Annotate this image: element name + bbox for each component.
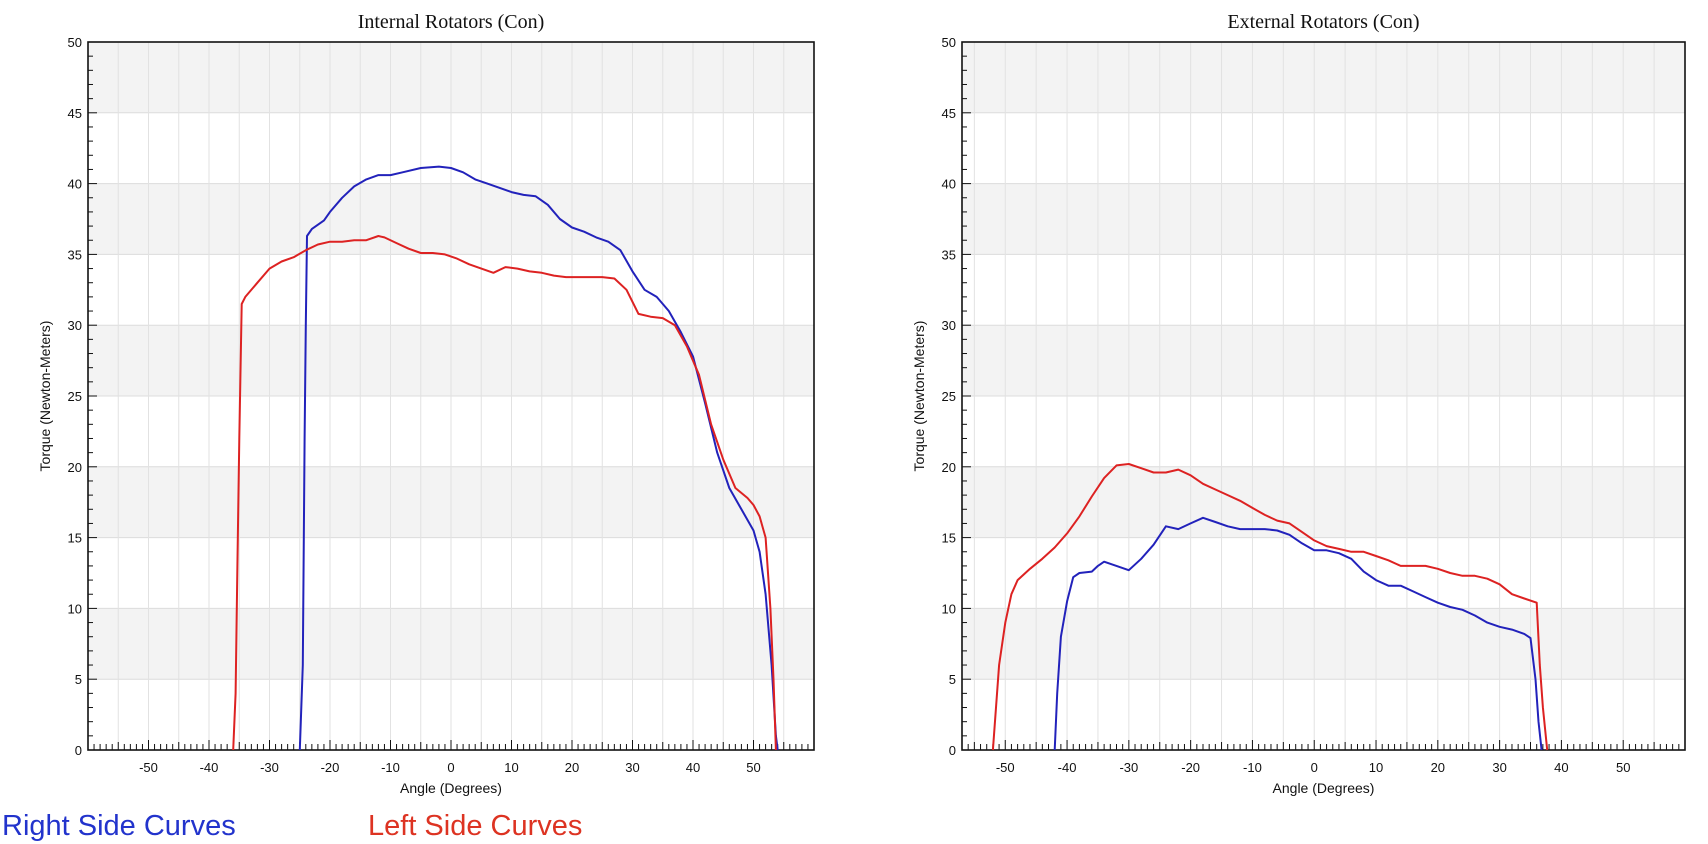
x-tick-label: -20 [1181, 760, 1200, 775]
y-axis-label: Torque (Newton-Meters) [37, 321, 53, 472]
x-tick-label: 20 [1431, 760, 1445, 775]
series-line-right-side-curves [1053, 516, 1543, 751]
x-tick-label: 10 [504, 760, 518, 775]
y-tick-label: 0 [949, 743, 956, 758]
y-tick-label: 10 [942, 601, 956, 616]
y-tick-label: 25 [942, 389, 956, 404]
legend-right-side-curves: Right Side Curves [2, 810, 236, 842]
x-axis-label: Angle (Degrees) [1273, 780, 1375, 796]
chart-title: External Rotators (Con) [1227, 11, 1419, 33]
x-tick-label: 0 [447, 760, 454, 775]
plot-band [962, 466, 1685, 538]
x-tick-label: 50 [1616, 760, 1630, 775]
x-tick-label: 20 [565, 760, 579, 775]
internal-rotators-chart: -50 -40 -30 -20 -10 0 10 20 30 40 50 0 5 10 15 20 25 30 35… [37, 11, 815, 796]
y-tick-label: 0 [75, 743, 82, 758]
y-tick-label: 20 [942, 460, 956, 475]
external-rotators-chart: -50 -40 -30 -20 -10 0 10 20 30 40 50 0 5 10 15 20 25 30 35… [911, 11, 1686, 796]
x-tick-label: -10 [1243, 760, 1262, 775]
x-tick-label: -50 [996, 760, 1015, 775]
chart-title: Internal Rotators (Con) [358, 11, 545, 33]
y-axis-label: Torque (Newton-Meters) [911, 321, 927, 472]
plot-band [962, 608, 1685, 680]
x-tick-label: 0 [1311, 760, 1318, 775]
y-tick-label: 35 [942, 247, 956, 262]
plot-band [962, 183, 1685, 255]
x-tick-label: 50 [746, 760, 760, 775]
y-tick-label: 10 [68, 601, 82, 616]
x-tick-label: -40 [1058, 760, 1077, 775]
y-tick-label: 45 [942, 106, 956, 121]
x-tick-label: 10 [1369, 760, 1383, 775]
x-tick-label: -40 [200, 760, 219, 775]
x-tick-label: 30 [1492, 760, 1506, 775]
x-axis-label: Angle (Degrees) [400, 780, 502, 796]
y-tick-label: 50 [68, 35, 82, 50]
y-tick-label: 5 [75, 672, 82, 687]
y-tick-label: 45 [68, 106, 82, 121]
plot-band [962, 325, 1685, 396]
legend-left-side-curves: Left Side Curves [368, 810, 583, 842]
y-tick-label: 30 [68, 318, 82, 333]
x-tick-label: -50 [139, 760, 158, 775]
series-line-right-side-curves [298, 165, 779, 751]
series-line-left-side-curves [991, 463, 1549, 751]
x-tick-label: -30 [260, 760, 279, 775]
plot-band [962, 42, 1685, 113]
x-tick-label: 30 [625, 760, 639, 775]
y-tick-label: 40 [942, 177, 956, 192]
y-tick-label: 50 [942, 35, 956, 50]
y-tick-label: 20 [68, 460, 82, 475]
y-tick-label: 30 [942, 318, 956, 333]
x-tick-label: 40 [686, 760, 700, 775]
y-tick-label: 40 [68, 177, 82, 192]
x-tick-label: -30 [1119, 760, 1138, 775]
y-tick-label: 35 [68, 247, 82, 262]
y-tick-label: 15 [942, 531, 956, 546]
x-tick-label: -20 [321, 760, 340, 775]
series-line-left-side-curves [232, 235, 777, 751]
y-tick-label: 5 [949, 672, 956, 687]
x-tick-label: 40 [1554, 760, 1568, 775]
y-tick-label: 25 [68, 389, 82, 404]
x-tick-label: -10 [381, 760, 400, 775]
y-tick-label: 15 [68, 531, 82, 546]
